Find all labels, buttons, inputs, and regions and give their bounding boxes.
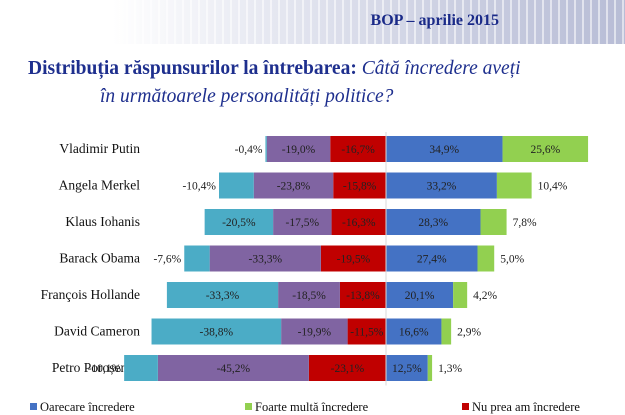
chart-title-bold: Distribuția răspunsurilor la întrebarea: bbox=[28, 58, 357, 79]
bar-segment bbox=[386, 172, 497, 199]
bar-segment bbox=[320, 245, 386, 272]
bar-segment bbox=[330, 136, 386, 162]
bar-segment bbox=[184, 245, 210, 272]
data-label: -10,4% bbox=[182, 181, 216, 193]
bar-segment bbox=[266, 136, 331, 162]
legend-swatch bbox=[462, 403, 469, 410]
category-label: Petro Poroșenco bbox=[52, 360, 140, 375]
data-label: -19,0% bbox=[282, 144, 316, 156]
data-label: 16,6% bbox=[399, 327, 429, 339]
bar-segment bbox=[386, 209, 481, 235]
chart-title: Distribuția răspunsurilor la întrebarea:… bbox=[28, 58, 618, 80]
data-label: 4,2% bbox=[473, 290, 497, 302]
category-label: Angela Merkel bbox=[59, 178, 141, 193]
data-label: 34,9% bbox=[429, 144, 459, 156]
legend-swatch bbox=[245, 403, 252, 410]
category-label: Klaus Iohanis bbox=[65, 214, 140, 229]
data-label: -19,9% bbox=[298, 327, 332, 339]
data-label: 25,6% bbox=[530, 144, 560, 156]
bar-segment bbox=[281, 318, 348, 345]
data-label: 28,3% bbox=[418, 217, 448, 229]
data-label: 33,2% bbox=[427, 181, 457, 193]
bar-segment bbox=[386, 355, 428, 381]
bar-segment bbox=[386, 136, 503, 162]
bar-segment bbox=[219, 172, 254, 199]
header-band-stripes bbox=[0, 0, 625, 44]
legend-label: Nu prea am încredere bbox=[472, 400, 580, 414]
data-label: -16,3% bbox=[342, 217, 376, 229]
bar-segment bbox=[427, 355, 433, 381]
bar-segment bbox=[166, 282, 279, 308]
data-label: -16,7% bbox=[341, 144, 375, 156]
bar-segment bbox=[253, 172, 334, 199]
bar-segment bbox=[496, 172, 532, 199]
category-label: David Cameron bbox=[54, 324, 140, 339]
data-label: -13,8% bbox=[346, 290, 380, 302]
data-label: 2,9% bbox=[457, 327, 481, 339]
bar-segment bbox=[441, 318, 452, 345]
category-label: François Hollande bbox=[41, 287, 140, 302]
data-label: -15,8% bbox=[343, 181, 377, 193]
category-label: Barack Obama bbox=[59, 251, 140, 266]
data-label: -18,5% bbox=[292, 290, 326, 302]
data-label: -7,6% bbox=[153, 254, 181, 266]
data-label: 7,8% bbox=[513, 217, 537, 229]
bar-segment bbox=[209, 245, 321, 272]
data-label: -11,5% bbox=[350, 327, 384, 339]
bar-segment bbox=[386, 245, 478, 272]
data-label: -23,8% bbox=[277, 181, 311, 193]
data-label: 10,4% bbox=[538, 181, 568, 193]
bar-segment bbox=[477, 245, 495, 272]
data-label: 12,5% bbox=[392, 363, 422, 375]
data-label: -20,5% bbox=[222, 217, 256, 229]
bar-segment bbox=[273, 209, 332, 235]
bar-segment bbox=[308, 355, 386, 381]
bar-segment bbox=[204, 209, 274, 235]
data-label: 1,3% bbox=[438, 363, 462, 375]
report-tag: BOP – aprilie 2015 bbox=[370, 12, 499, 29]
data-label: -38,8% bbox=[200, 327, 234, 339]
data-label: -33,3% bbox=[248, 254, 282, 266]
bar-segment bbox=[151, 318, 282, 345]
data-label: -45,2% bbox=[217, 363, 251, 375]
bar-segment bbox=[386, 318, 442, 345]
bar-segment bbox=[339, 282, 386, 308]
bar-segment bbox=[157, 355, 309, 381]
chart-question-part2: în următoarele personalități politice? bbox=[100, 86, 394, 107]
data-label: 27,4% bbox=[417, 254, 447, 266]
legend-swatch bbox=[30, 403, 37, 410]
data-label: 20,1% bbox=[405, 290, 435, 302]
data-label: -17,5% bbox=[286, 217, 320, 229]
legend-label: Foarte multă încredere bbox=[255, 400, 369, 414]
bar-segment bbox=[331, 209, 386, 235]
bar-segment bbox=[502, 136, 589, 162]
data-label: -10,1% bbox=[88, 363, 122, 375]
chart-question-part1: Câtă încredere aveți bbox=[361, 58, 521, 79]
data-label: -19,5% bbox=[337, 254, 371, 266]
bar-segment bbox=[333, 172, 386, 199]
data-label: -23,1% bbox=[331, 363, 365, 375]
bar-segment bbox=[265, 136, 267, 162]
data-label: -0,4% bbox=[235, 144, 263, 156]
legend-label: Oarecare încredere bbox=[40, 400, 135, 414]
bar-segment bbox=[453, 282, 468, 308]
bar-segment bbox=[124, 355, 158, 381]
bar-segment bbox=[347, 318, 386, 345]
header-band bbox=[0, 0, 625, 44]
bar-segment bbox=[480, 209, 507, 235]
bar-segment bbox=[278, 282, 340, 308]
data-label: -33,3% bbox=[206, 290, 240, 302]
bar-segment bbox=[386, 282, 454, 308]
category-label: Vladimir Putin bbox=[59, 141, 140, 156]
data-label: 5,0% bbox=[500, 254, 524, 266]
